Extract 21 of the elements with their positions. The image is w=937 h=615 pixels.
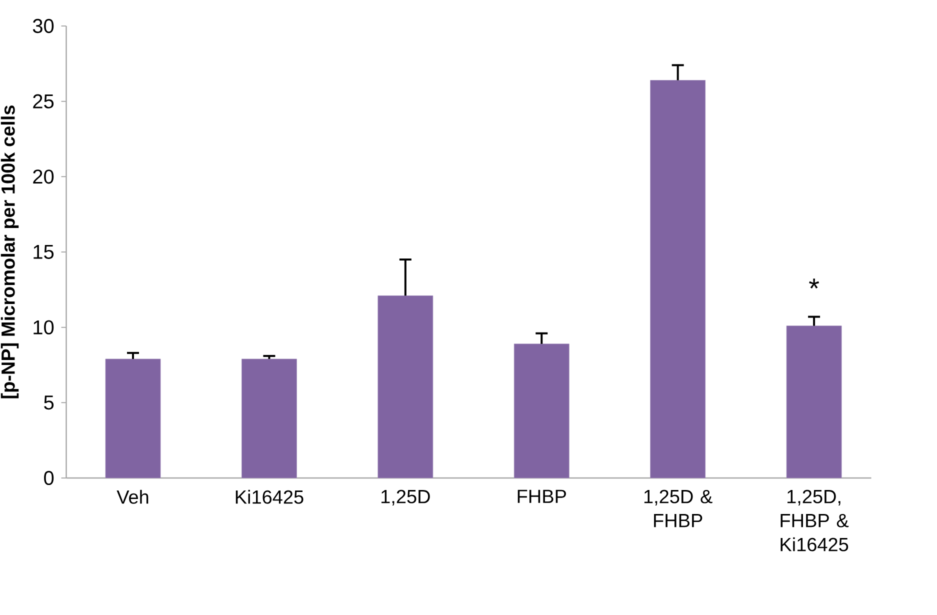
y-tick-label: 25: [33, 94, 54, 108]
bar: [242, 358, 297, 478]
bar: [105, 358, 161, 478]
bar: [650, 80, 706, 478]
y-tick-label: 0: [44, 470, 54, 486]
y-tick-label: 30: [32, 18, 54, 34]
y-tick-label: 10: [34, 320, 54, 334]
annotation: *: [809, 278, 820, 288]
x-tick-label: 1,25D: [382, 490, 430, 506]
x-tick-label: Veh: [116, 490, 148, 504]
x-tick-label: Ki16425: [236, 490, 304, 504]
x-tick-label: FHBP: [518, 490, 566, 503]
y-tick-label: 5: [44, 396, 54, 410]
x-tick-label: 1,25D, FHBP & Ki16425: [780, 490, 849, 552]
x-tick-label: 1,25D & FHBP: [644, 490, 712, 528]
y-axis-title: [p-NP] Micromolar per 100k cells: [0, 106, 19, 398]
y-tick-label: 15: [34, 245, 54, 259]
y-tick-label: 20: [33, 170, 54, 184]
bar: [378, 295, 434, 478]
bar: [786, 326, 842, 478]
bar: [514, 344, 570, 478]
